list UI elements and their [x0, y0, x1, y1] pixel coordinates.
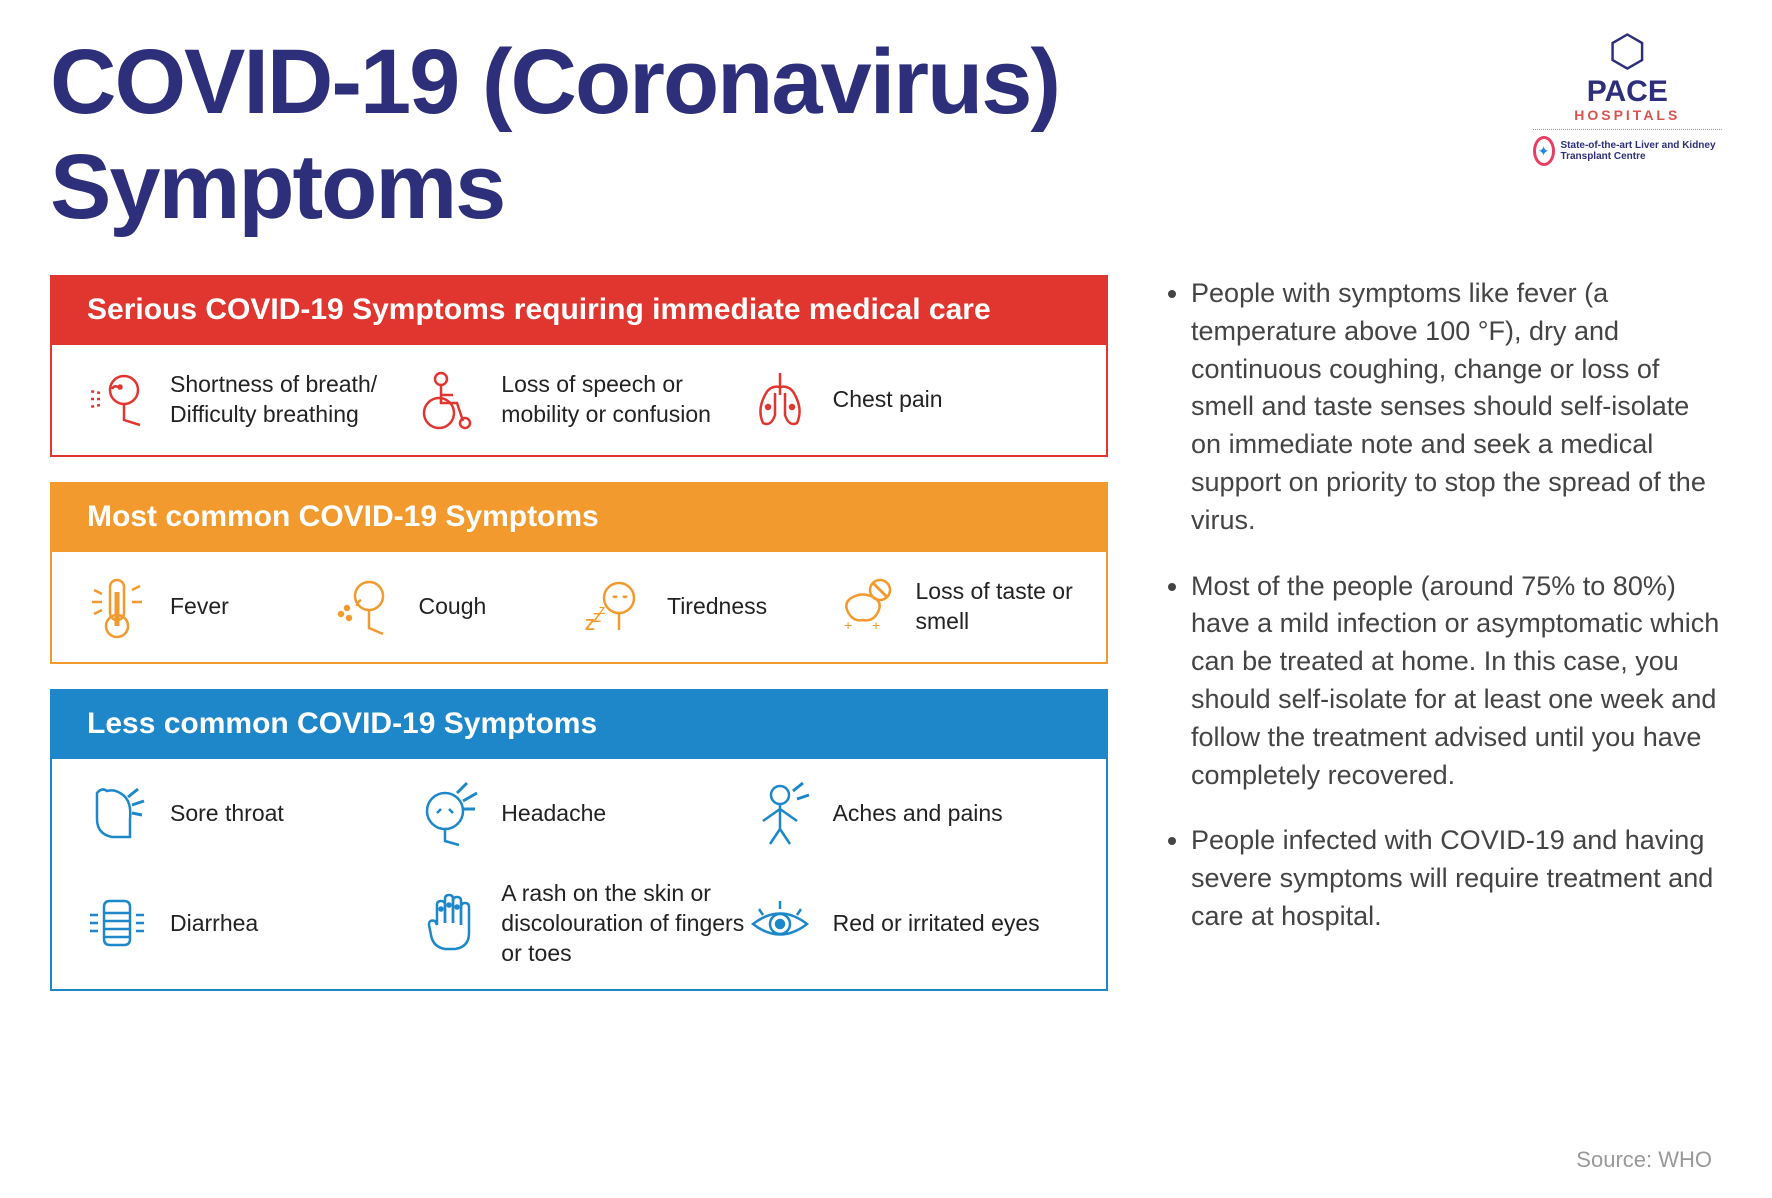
- symptom-item: Loss of speech or mobility or confusion: [413, 365, 744, 435]
- symptom-label: Red or irritated eyes: [833, 909, 1040, 939]
- eye-icon: [745, 889, 815, 959]
- card-body: FeverCoughZZZTiredness++Loss of taste or…: [52, 552, 1106, 662]
- logo-name: PACE: [1533, 78, 1722, 105]
- symptom-item: Red or irritated eyes: [745, 879, 1076, 969]
- hospital-logo: ⬡ PACE HOSPITALS ✦ State-of-the-art Live…: [1533, 30, 1722, 166]
- svg-text:Z: Z: [599, 606, 605, 617]
- symptom-item: A rash on the skin or discolouration of …: [413, 879, 744, 969]
- symptom-item: Shortness of breath/ Difficulty breathin…: [82, 365, 413, 435]
- source-attribution: Source: WHO: [1576, 1147, 1712, 1173]
- symptom-label: Headache: [501, 799, 606, 829]
- logo-badge-icon: ✦: [1533, 136, 1555, 166]
- logo-tagline: State-of-the-art Liver and Kidney Transp…: [1561, 140, 1722, 162]
- wheelchair-icon: [413, 365, 483, 435]
- symptom-label: Fever: [170, 592, 229, 622]
- throat-icon: [82, 779, 152, 849]
- symptom-label: Chest pain: [833, 385, 943, 415]
- thermo-icon: [82, 572, 152, 642]
- card-header: Most common COVID-19 Symptoms: [52, 482, 1106, 552]
- symptom-label: Aches and pains: [833, 799, 1003, 829]
- symptoms-cards-column: Serious COVID-19 Symptoms requiring imme…: [50, 275, 1108, 991]
- info-bullet: Most of the people (around 75% to 80%) h…: [1191, 568, 1722, 795]
- symptom-item: Chest pain: [745, 365, 1076, 435]
- svg-text:+: +: [872, 617, 880, 633]
- symptom-label: Loss of speech or mobility or confusion: [501, 370, 744, 430]
- symptom-label: Cough: [419, 592, 487, 622]
- breath-icon: [82, 365, 152, 435]
- symptom-category-card: Most common COVID-19 Symptoms Fever Cough Z…: [50, 482, 1108, 664]
- symptom-label: Loss of taste or smell: [916, 577, 1077, 637]
- symptom-item: ++Loss of taste or smell: [828, 572, 1077, 642]
- symptom-label: Sore throat: [170, 799, 284, 829]
- diarrhea-icon: [82, 889, 152, 959]
- nosmell-icon: ++: [828, 572, 898, 642]
- lungs-icon: [745, 365, 815, 435]
- symptom-label: Shortness of breath/ Difficulty breathin…: [170, 370, 413, 430]
- logo-icon: ⬡: [1533, 30, 1722, 74]
- card-header: Serious COVID-19 Symptoms requiring imme…: [52, 275, 1106, 345]
- card-body: Shortness of breath/ Difficulty breathin…: [52, 345, 1106, 455]
- card-header: Less common COVID-19 Symptoms: [52, 689, 1106, 759]
- cough-icon: [331, 572, 401, 642]
- sleep-icon: ZZZ: [579, 572, 649, 642]
- logo-sub: HOSPITALS: [1533, 107, 1722, 130]
- aches-icon: [745, 779, 815, 849]
- symptom-label: Tiredness: [667, 592, 767, 622]
- page-title: COVID-19 (Coronavirus) Symptoms: [50, 30, 1533, 240]
- symptom-item: Sore throat: [82, 779, 413, 849]
- symptom-category-card: Serious COVID-19 Symptoms requiring imme…: [50, 275, 1108, 457]
- symptom-item: Fever: [82, 572, 331, 642]
- headache-icon: [413, 779, 483, 849]
- symptom-label: Diarrhea: [170, 909, 258, 939]
- info-bullet: People with symptoms like fever (a tempe…: [1191, 275, 1722, 540]
- info-bullet: People infected with COVID-19 and having…: [1191, 822, 1722, 935]
- info-text-column: People with symptoms like fever (a tempe…: [1163, 275, 1722, 991]
- symptom-category-card: Less common COVID-19 SymptomsSore throat…: [50, 689, 1108, 991]
- hand-icon: [413, 889, 483, 959]
- symptom-label: A rash on the skin or discolouration of …: [501, 879, 744, 969]
- svg-text:+: +: [844, 617, 852, 633]
- symptom-item: Diarrhea: [82, 879, 413, 969]
- symptom-item: ZZZ Tiredness: [579, 572, 828, 642]
- symptom-item: Aches and pains: [745, 779, 1076, 849]
- symptom-item: Cough: [331, 572, 580, 642]
- card-body: Sore throat Headache Aches and pains Diarrh…: [52, 759, 1106, 989]
- symptom-item: Headache: [413, 779, 744, 849]
